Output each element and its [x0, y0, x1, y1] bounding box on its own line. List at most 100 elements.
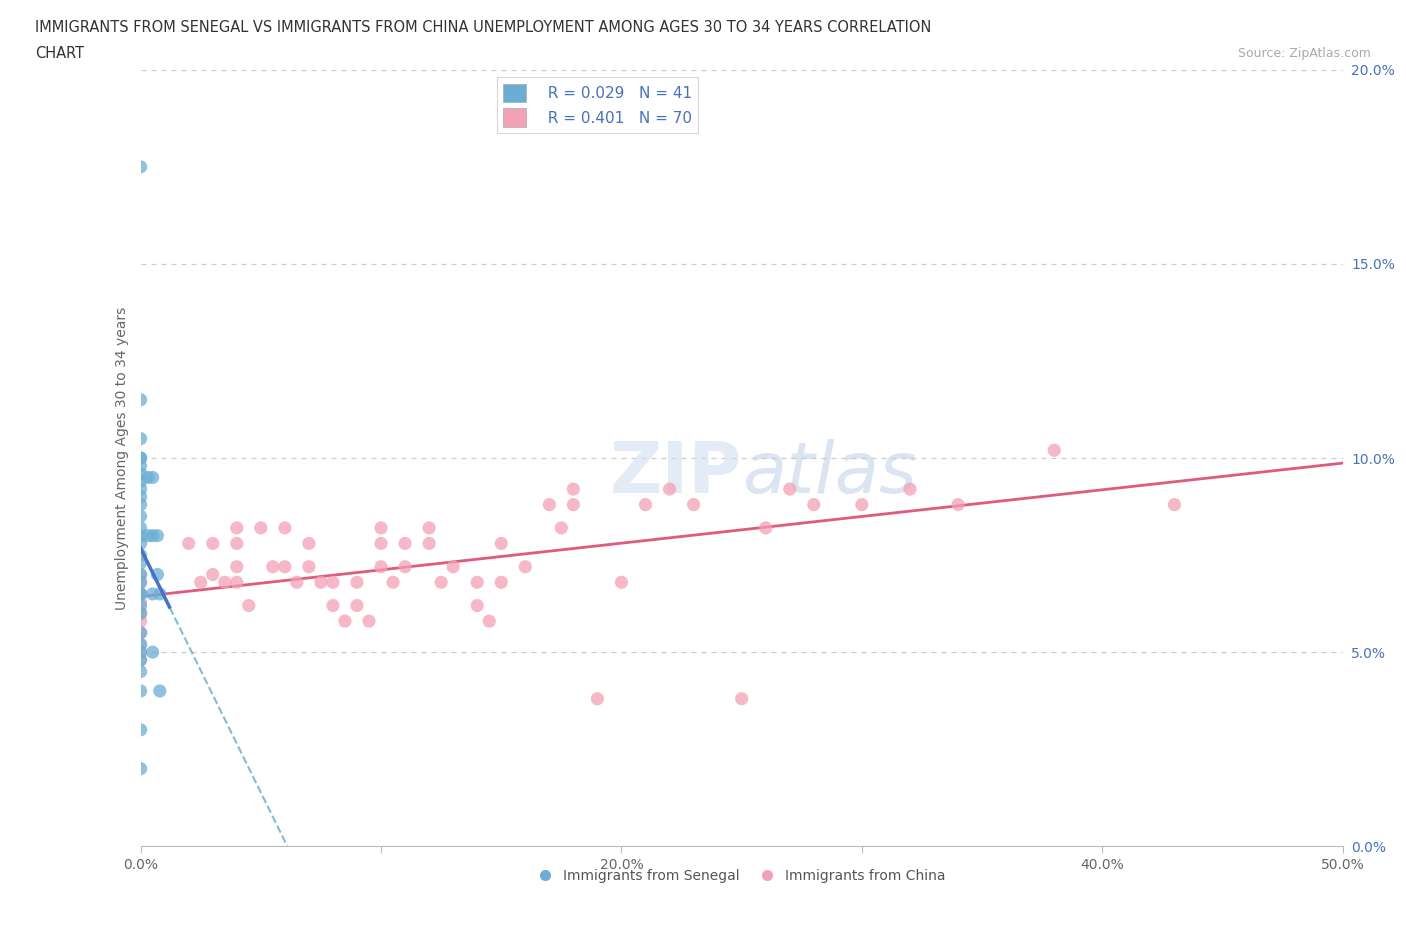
- Point: [129, 594, 152, 609]
- Point: [562, 498, 585, 512]
- Point: [129, 684, 152, 698]
- Point: [682, 498, 704, 512]
- Point: [129, 474, 152, 489]
- Point: [129, 466, 152, 481]
- Point: [491, 536, 513, 551]
- Point: [129, 664, 152, 679]
- Point: [129, 644, 152, 659]
- Text: Source: ZipAtlas.com: Source: ZipAtlas.com: [1237, 46, 1371, 60]
- Point: [634, 498, 657, 512]
- Point: [142, 587, 165, 602]
- Point: [129, 536, 152, 551]
- Point: [298, 559, 321, 574]
- Point: [129, 392, 152, 407]
- Point: [465, 575, 488, 590]
- Point: [129, 625, 152, 640]
- Point: [136, 528, 159, 543]
- Point: [465, 598, 488, 613]
- Point: [1043, 443, 1066, 458]
- Point: [201, 536, 224, 551]
- Point: [274, 559, 297, 574]
- Point: [129, 567, 152, 582]
- Point: [129, 644, 152, 659]
- Point: [177, 536, 200, 551]
- Point: [201, 567, 224, 582]
- Point: [250, 521, 273, 536]
- Point: [370, 559, 392, 574]
- Point: [129, 761, 152, 776]
- Point: [779, 482, 801, 497]
- Point: [262, 559, 284, 574]
- Point: [129, 498, 152, 512]
- Point: [129, 606, 152, 621]
- Point: [129, 432, 152, 446]
- Point: [238, 598, 260, 613]
- Point: [146, 528, 169, 543]
- Point: [394, 536, 416, 551]
- Point: [803, 498, 825, 512]
- Point: [129, 606, 152, 621]
- Point: [285, 575, 308, 590]
- Point: [610, 575, 633, 590]
- Point: [515, 559, 537, 574]
- Point: [149, 587, 172, 602]
- Point: [129, 587, 152, 602]
- Point: [658, 482, 681, 497]
- Point: [129, 598, 152, 613]
- Point: [478, 614, 501, 629]
- Point: [357, 614, 380, 629]
- Point: [129, 637, 152, 652]
- Point: [274, 521, 297, 536]
- Point: [731, 691, 754, 706]
- Point: [129, 575, 152, 590]
- Point: [129, 567, 152, 582]
- Point: [309, 575, 332, 590]
- Point: [382, 575, 405, 590]
- Text: atlas: atlas: [742, 439, 917, 508]
- Point: [491, 575, 513, 590]
- Point: [129, 587, 152, 602]
- Point: [129, 555, 152, 570]
- Point: [129, 575, 152, 590]
- Point: [346, 598, 368, 613]
- Text: CHART: CHART: [35, 46, 84, 61]
- Text: IMMIGRANTS FROM SENEGAL VS IMMIGRANTS FROM CHINA UNEMPLOYMENT AMONG AGES 30 TO 3: IMMIGRANTS FROM SENEGAL VS IMMIGRANTS FR…: [35, 20, 932, 35]
- Point: [298, 536, 321, 551]
- Point: [562, 482, 585, 497]
- Point: [129, 614, 152, 629]
- Point: [370, 521, 392, 536]
- Point: [441, 559, 464, 574]
- Point: [225, 521, 247, 536]
- Point: [129, 528, 152, 543]
- Point: [129, 451, 152, 466]
- Point: [142, 644, 165, 659]
- Point: [129, 521, 152, 536]
- Point: [129, 509, 152, 524]
- Point: [129, 637, 152, 652]
- Point: [142, 528, 165, 543]
- Point: [225, 559, 247, 574]
- Point: [190, 575, 212, 590]
- Point: [129, 159, 152, 174]
- Point: [149, 684, 172, 698]
- Point: [946, 498, 969, 512]
- Point: [129, 625, 152, 640]
- Point: [142, 470, 165, 485]
- Y-axis label: Unemployment Among Ages 30 to 34 years: Unemployment Among Ages 30 to 34 years: [115, 306, 129, 610]
- Text: ZIP: ZIP: [609, 439, 742, 508]
- Point: [129, 653, 152, 668]
- Point: [322, 575, 344, 590]
- Point: [146, 567, 169, 582]
- Point: [136, 470, 159, 485]
- Point: [225, 575, 247, 590]
- Point: [129, 723, 152, 737]
- Point: [129, 451, 152, 466]
- Point: [129, 587, 152, 602]
- Point: [755, 521, 778, 536]
- Point: [322, 598, 344, 613]
- Point: [418, 521, 440, 536]
- Legend: Immigrants from Senegal, Immigrants from China: Immigrants from Senegal, Immigrants from…: [530, 862, 953, 890]
- Point: [550, 521, 572, 536]
- Point: [370, 536, 392, 551]
- Point: [129, 653, 152, 668]
